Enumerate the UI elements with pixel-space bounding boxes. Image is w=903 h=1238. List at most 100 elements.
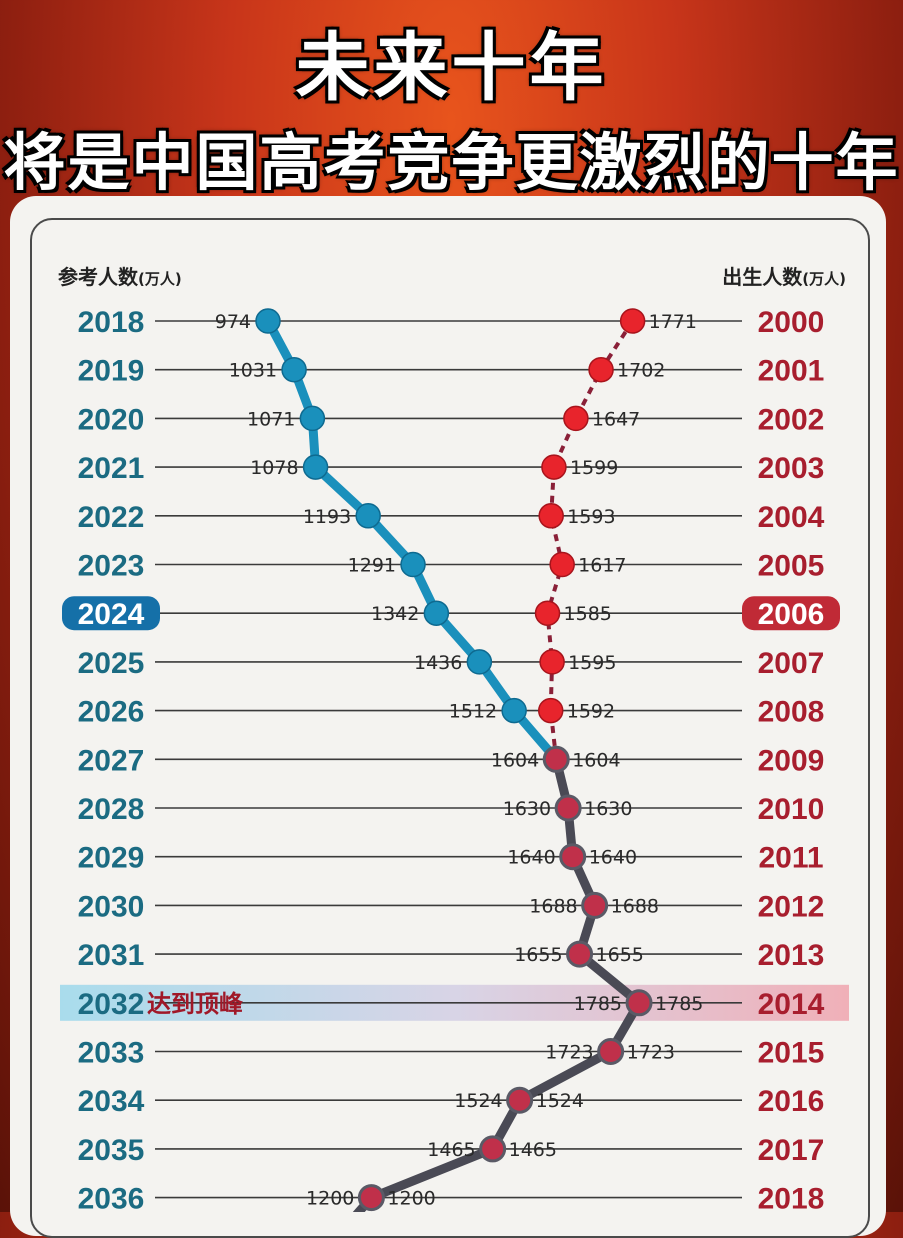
exam-value-label: 1436	[414, 652, 462, 674]
birth-year-label: 2017	[758, 1134, 825, 1167]
birth-point	[541, 454, 567, 480]
birth-year-label: 2018	[758, 1183, 825, 1212]
exam-value-label: 1630	[503, 798, 551, 820]
birth-series-line	[545, 319, 635, 760]
peak-label: 达到顶峰	[147, 990, 243, 1018]
projection-point	[559, 843, 587, 871]
exam-year-label: 2032	[78, 988, 145, 1021]
exam-value-label: 1031	[229, 360, 277, 382]
birth-year-label: 2014	[758, 988, 825, 1021]
birth-value-label: 1599	[570, 457, 618, 479]
exam-point	[302, 454, 329, 480]
exam-year-label: 2026	[78, 696, 145, 729]
exam-value-label: 1193	[303, 506, 351, 528]
exam-year-label: 2029	[78, 842, 145, 875]
birth-point	[538, 503, 564, 529]
birth-value-label: 1592	[567, 701, 615, 723]
birth-value-label: 1524	[536, 1090, 584, 1112]
exam-point	[400, 551, 426, 578]
exam-year-highlight	[62, 596, 160, 631]
birth-value-label: 1702	[617, 360, 665, 382]
birth-value-label: 1785	[655, 993, 703, 1015]
birth-year-label: 2016	[758, 1085, 825, 1118]
exam-year-label: 2022	[78, 501, 145, 534]
projection-point	[542, 745, 570, 773]
exam-year-label: 2036	[78, 1183, 145, 1212]
exam-value-label: 1078	[250, 457, 298, 479]
exam-value-label: 1655	[514, 944, 562, 966]
exam-point	[281, 356, 307, 383]
left-axis-label: 参考人数(万人)	[58, 265, 182, 289]
birth-point	[588, 356, 614, 383]
left-axis-unit: (万人)	[138, 270, 182, 288]
birth-value-label: 1723	[627, 1042, 675, 1064]
exam-value-label: 974	[215, 311, 251, 333]
exam-value-label: 1342	[371, 603, 419, 625]
birth-year-label: 2015	[758, 1037, 825, 1070]
birth-year-label: 2004	[758, 501, 825, 534]
birth-year-label: 2008	[758, 696, 825, 729]
exam-year-label: 2028	[78, 793, 145, 826]
birth-year-label: 2002	[758, 403, 825, 436]
exam-year-label: 2033	[78, 1037, 145, 1070]
birth-point	[563, 405, 589, 432]
birth-point	[619, 308, 646, 334]
birth-year-label: 2010	[758, 793, 825, 826]
exam-value-label: 1071	[247, 408, 295, 430]
exam-year-label: 2021	[78, 452, 145, 485]
exam-value-label: 1723	[545, 1042, 593, 1064]
exam-value-label: 1465	[427, 1139, 475, 1161]
birth-value-label: 1655	[596, 944, 644, 966]
projection-point	[506, 1086, 534, 1114]
birth-point	[549, 551, 575, 578]
birth-year-highlight	[742, 596, 840, 631]
exam-value-label: 1512	[449, 701, 497, 723]
right-axis-label: 出生人数(万人)	[722, 265, 846, 289]
projection-point	[625, 989, 653, 1017]
exam-series-line	[264, 318, 560, 763]
birth-value-label: 1647	[592, 408, 640, 430]
exam-value-label: 1200	[306, 1188, 354, 1210]
exam-point	[466, 649, 493, 675]
exam-point	[423, 600, 450, 626]
projection-point	[554, 794, 582, 822]
page-subtitle: 将是中国高考竞争更激烈的十年	[3, 126, 900, 199]
exam-year-label: 2034	[78, 1085, 145, 1118]
birth-value-label: 1465	[509, 1139, 557, 1161]
birth-value-label: 1771	[649, 311, 697, 333]
exam-value-label: 1291	[348, 555, 396, 577]
birth-point	[539, 649, 565, 675]
birth-value-label: 1640	[589, 847, 637, 869]
projection-point	[581, 891, 609, 919]
exam-point	[255, 308, 281, 334]
birth-year-label: 2000	[758, 306, 825, 339]
birth-value-label: 1200	[387, 1188, 435, 1210]
birth-year-label: 2001	[758, 355, 825, 388]
birth-value-label: 1595	[568, 652, 616, 674]
page-title: 未来十年	[295, 25, 608, 111]
exam-year-label: 2025	[78, 647, 145, 680]
birth-value-label: 1585	[564, 603, 612, 625]
birth-year-label: 2005	[758, 550, 825, 583]
exam-value-label: 1604	[491, 749, 539, 771]
projection-point	[479, 1135, 507, 1163]
birth-year-label: 2011	[758, 842, 823, 875]
projection-point	[566, 940, 594, 968]
birth-year-label: 2013	[758, 939, 825, 972]
exam-year-label: 2035	[78, 1134, 145, 1167]
birth-point	[537, 697, 564, 724]
exam-value-label: 1640	[507, 847, 555, 869]
exam-year-label: 2027	[78, 744, 145, 777]
birth-value-label: 1604	[572, 749, 620, 771]
projection-point	[597, 1038, 625, 1065]
projection-point	[357, 1184, 385, 1212]
exam-year-label: 2020	[78, 403, 145, 436]
birth-year-label: 2007	[758, 647, 825, 680]
right-axis-unit: (万人)	[802, 270, 846, 288]
birth-value-label: 1593	[567, 506, 615, 528]
exam-year-label: 2018	[78, 306, 145, 339]
left-axis-label-text: 参考人数	[58, 265, 139, 289]
birth-year-label: 2006	[758, 598, 825, 631]
exam-point	[501, 697, 527, 724]
exam-year-label: 2019	[78, 355, 145, 388]
